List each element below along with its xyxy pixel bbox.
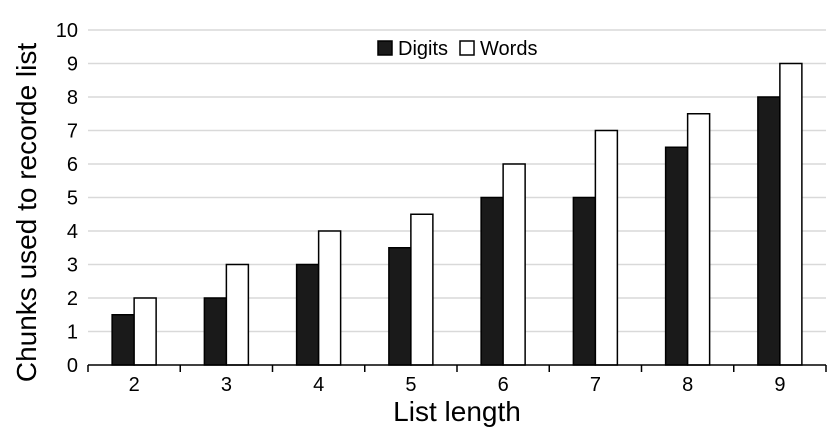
legend-swatch-digits — [377, 40, 393, 56]
y-tick-label: 9 — [67, 54, 78, 76]
bar-digits-7 — [572, 196, 597, 366]
bar-words-6 — [502, 163, 526, 366]
bar-words-4 — [317, 230, 342, 366]
y-tick-label: 10 — [56, 20, 78, 42]
bar-words-7 — [594, 129, 619, 366]
y-tick-label: 1 — [67, 322, 78, 344]
y-tick-label: 0 — [67, 355, 78, 377]
bar-words-8 — [686, 113, 711, 366]
y-axis-title: Chunks used to recorde list — [11, 43, 42, 383]
bar-digits-9 — [757, 96, 781, 366]
bar-words-3 — [225, 263, 250, 366]
x-tick-label: 6 — [498, 374, 509, 396]
y-tick-label: 3 — [67, 255, 78, 277]
legend-label-digits: Digits — [398, 38, 448, 60]
y-tick-label: 8 — [67, 87, 78, 109]
y-tick-label: 5 — [67, 188, 78, 210]
bar-digits-8 — [664, 146, 689, 366]
y-tick-labels: 0 1 2 3 4 5 6 7 8 9 10 — [56, 20, 78, 377]
x-tick-labels: 2 3 4 5 6 7 8 9 — [87, 365, 827, 396]
bar-digits-3 — [203, 297, 228, 366]
y-tick-label: 4 — [67, 221, 78, 243]
y-tick-label: 6 — [67, 154, 78, 176]
y-tick-label: 2 — [67, 288, 78, 310]
bar-digits-2 — [111, 314, 135, 366]
x-tick-label: 7 — [590, 374, 601, 396]
legend-label-words: Words — [480, 38, 537, 60]
bar-digits-6 — [480, 196, 504, 366]
legend-swatch-words — [459, 40, 475, 56]
x-tick-label: 9 — [774, 374, 785, 396]
bar-digits-5 — [388, 247, 412, 366]
gridlines — [88, 29, 826, 333]
bars — [111, 62, 803, 366]
x-tick-label: 4 — [313, 374, 324, 396]
bar-words-2 — [133, 297, 157, 366]
y-tick-label: 7 — [67, 121, 78, 143]
x-tick-label: 8 — [682, 374, 693, 396]
bar-words-9 — [779, 62, 803, 366]
x-tick-label: 2 — [129, 374, 140, 396]
legend: Digits Words — [377, 38, 537, 60]
bar-digits-4 — [295, 263, 320, 366]
x-axis-title: List length — [393, 396, 521, 427]
x-tick-label: 5 — [405, 374, 416, 396]
bar-words-5 — [410, 213, 434, 366]
x-tick-label: 3 — [221, 374, 232, 396]
